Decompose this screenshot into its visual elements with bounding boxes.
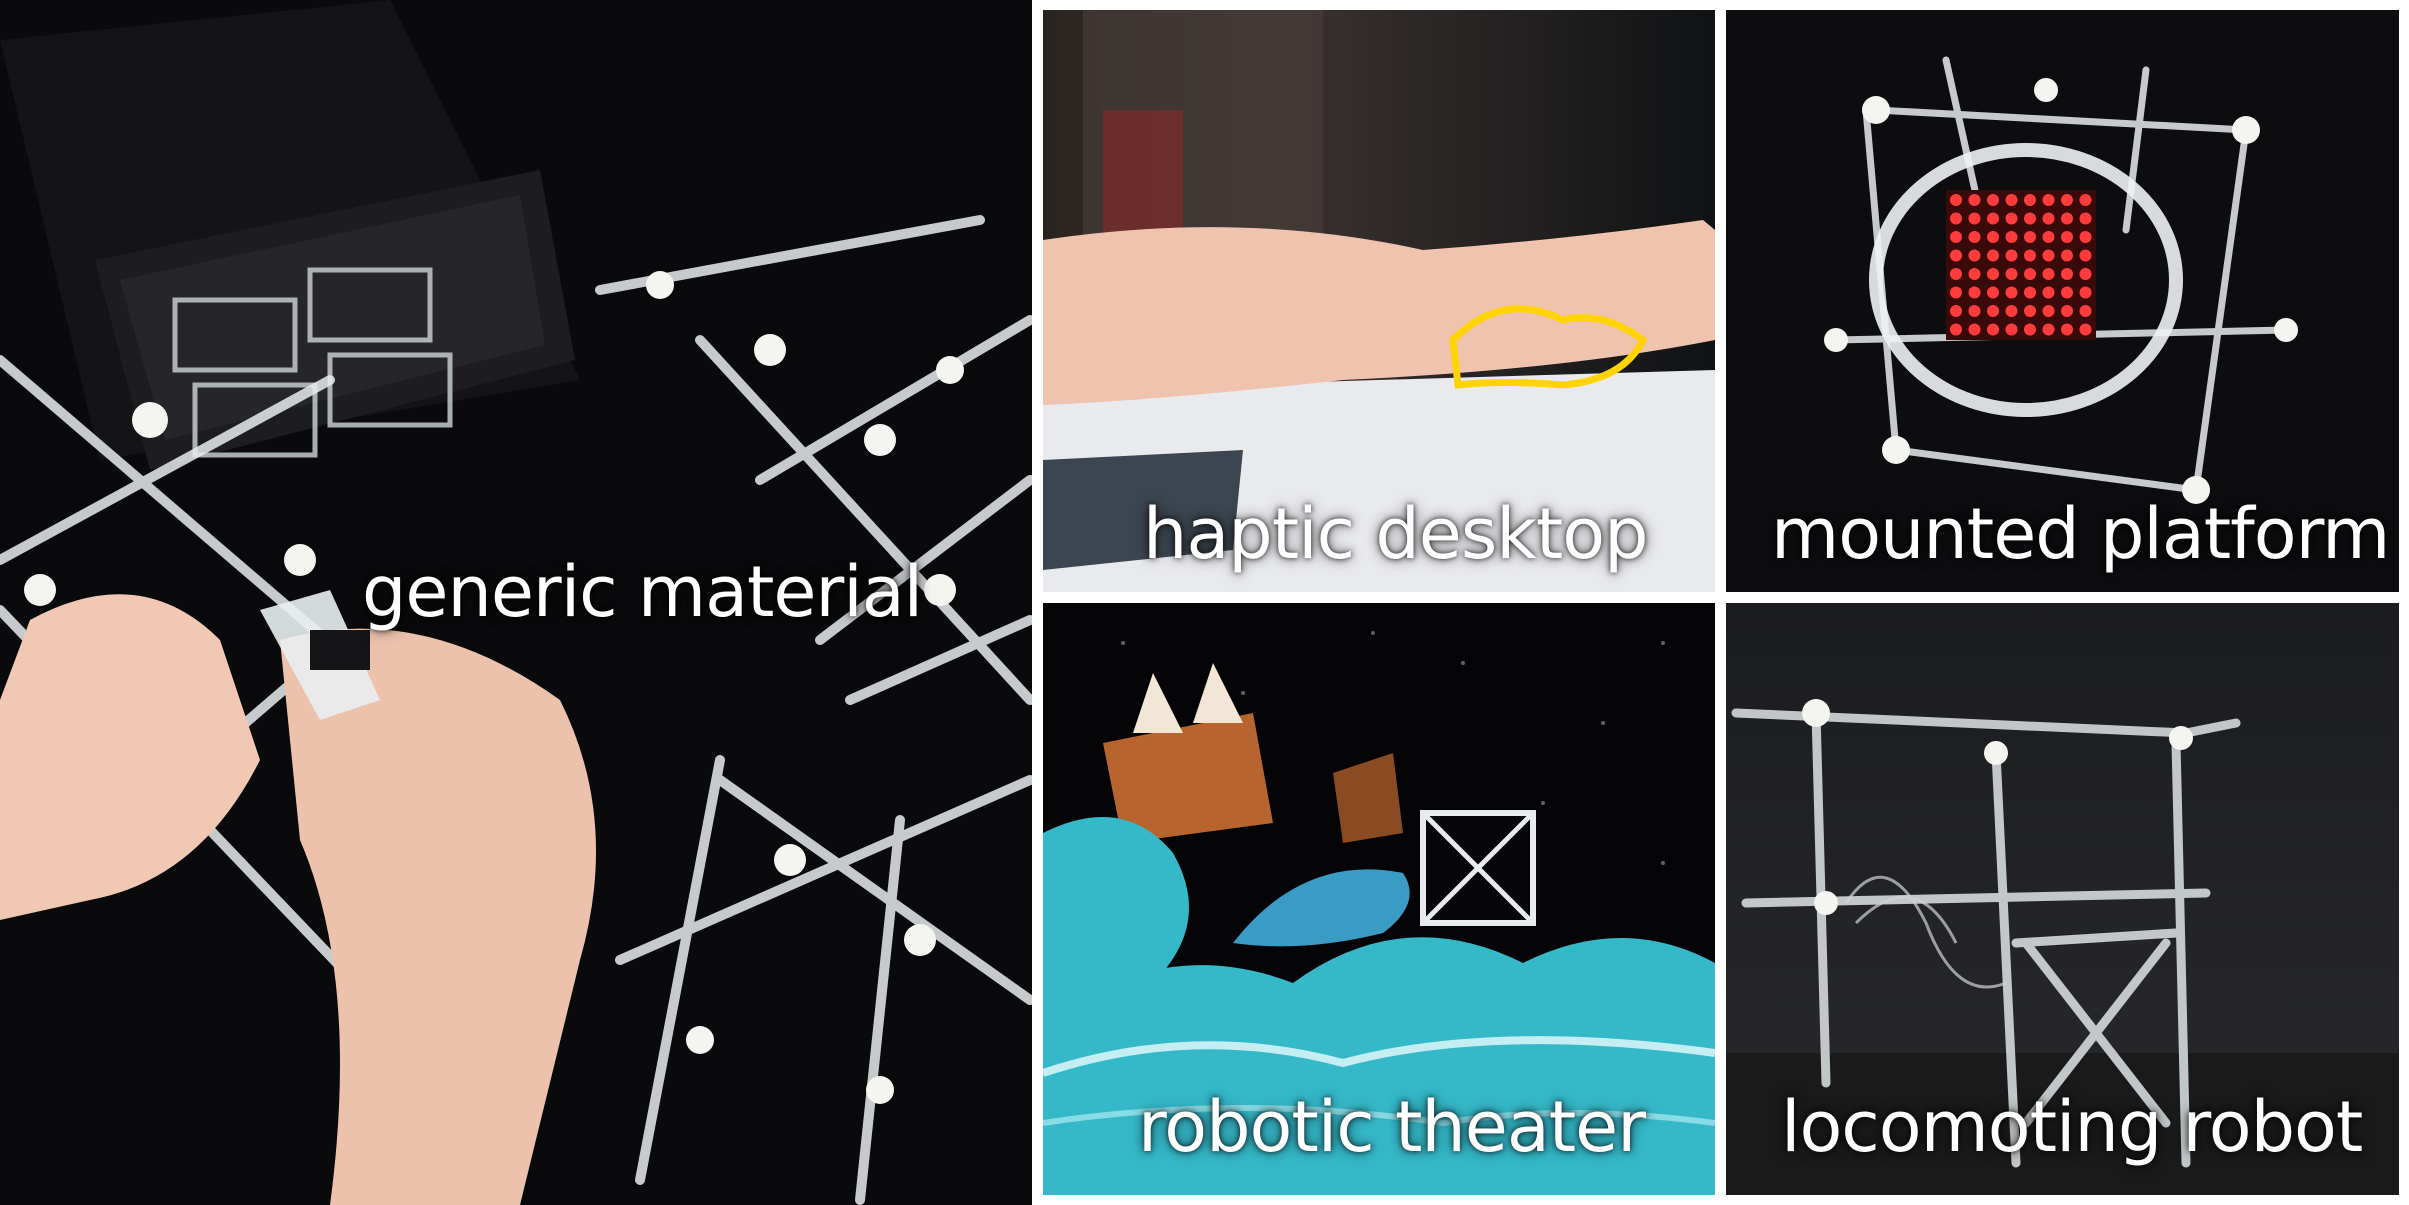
led-dot: [2042, 231, 2055, 243]
led-dot: [1987, 231, 1999, 243]
led-dot: [2005, 249, 2018, 262]
caption-generic-material: generic material: [362, 551, 923, 633]
led-dot: [2061, 268, 2073, 280]
led-dot: [2079, 231, 2092, 243]
led-dot: [2005, 231, 2018, 243]
caption-haptic-desktop: haptic desktop: [1143, 493, 1649, 575]
stars: [1121, 631, 1665, 865]
led-dot: [1950, 323, 1962, 336]
panel-haptic-desktop: haptic desktop: [1043, 10, 1715, 592]
led-dot: [1968, 249, 1981, 262]
stage-cube: [1420, 810, 1536, 926]
led-dot: [2079, 194, 2092, 206]
robot-wires: [1844, 875, 2007, 989]
led-dot: [2061, 231, 2073, 243]
led-dot: [2005, 268, 2018, 280]
box-lid: [0, 0, 580, 470]
led-dot: [2024, 286, 2036, 299]
led-dot: [1987, 194, 1999, 206]
led-dot: [2061, 286, 2073, 299]
highlight-outline: [1449, 305, 1648, 389]
led-dot: [2079, 305, 2092, 317]
caption-mounted-platform: mounted platform: [1771, 493, 2390, 575]
led-dot: [1987, 305, 1999, 317]
led-dot: [2024, 305, 2036, 317]
led-dot: [2005, 286, 2018, 299]
led-dot: [2024, 323, 2036, 336]
generic-material-photo: [0, 0, 1032, 1205]
led-dot: [2079, 286, 2092, 299]
whale: [1233, 869, 1410, 947]
led-dot: [1950, 268, 1962, 280]
led-dot: [1968, 268, 1981, 280]
haptic-desktop-photo: [1043, 10, 1715, 592]
led-dot: [2024, 268, 2036, 280]
led-dot: [2042, 268, 2055, 280]
led-dot: [1950, 231, 1962, 243]
led-dot: [2024, 249, 2036, 262]
led-dot: [2042, 323, 2055, 336]
ships: [1103, 663, 1403, 843]
led-dot: [2079, 268, 2092, 280]
led-dot: [2061, 212, 2073, 225]
platform-ring: [1869, 143, 2183, 417]
led-dot: [1968, 231, 1981, 243]
led-dot: [1950, 212, 1962, 225]
led-dot: [2061, 323, 2073, 336]
led-dot: [2079, 249, 2092, 262]
boxed-modules: [172, 267, 453, 458]
waves: [1043, 937, 1715, 1195]
panel-generic-material: generic material: [0, 0, 1032, 1205]
robot-joints: [1802, 699, 2193, 915]
led-dot: [1950, 194, 1962, 206]
led-grid: [1950, 194, 2092, 336]
led-dot: [1987, 212, 1999, 225]
caption-locomoting-robot: locomoting robot: [1781, 1086, 2363, 1168]
led-dot: [1968, 286, 1981, 299]
led-dot: [1987, 286, 1999, 299]
led-dot: [2024, 194, 2036, 206]
lattice-joints: [24, 271, 964, 1104]
hands: [0, 590, 596, 1205]
led-dot: [1987, 268, 1999, 280]
lattice-strands: [0, 215, 1032, 1205]
led-dot: [1987, 323, 1999, 336]
led-dot: [2042, 286, 2055, 299]
platform-joints: [1824, 78, 2298, 504]
led-matrix: [1946, 190, 2096, 340]
led-dot: [2005, 212, 2018, 225]
led-dot: [2079, 212, 2092, 225]
led-dot: [1968, 194, 1981, 206]
mounted-platform-photo: [1726, 10, 2399, 592]
led-dot: [2042, 212, 2055, 225]
locomoting-robot-photo: [1726, 603, 2399, 1195]
led-dot: [1968, 305, 1981, 317]
led-dot: [2024, 212, 2036, 225]
led-dot: [2005, 323, 2018, 336]
led-dot: [1987, 249, 1999, 262]
led-dot: [2042, 305, 2055, 317]
led-dot: [2042, 194, 2055, 206]
led-dot: [1950, 305, 1962, 317]
led-dot: [1968, 323, 1981, 336]
led-dot: [2061, 249, 2073, 262]
led-dot: [2061, 194, 2073, 206]
led-dot: [2005, 194, 2018, 206]
led-dot: [2061, 305, 2073, 317]
panel-locomoting-robot: locomoting robot: [1726, 603, 2399, 1195]
caption-robotic-theater: robotic theater: [1138, 1086, 1646, 1168]
led-dot: [1950, 249, 1962, 262]
panel-robotic-theater: robotic theater: [1043, 603, 1715, 1195]
robotic-theater-photo: [1043, 603, 1715, 1195]
led-dot: [2079, 323, 2092, 336]
led-dot: [1968, 212, 1981, 225]
led-dot: [2024, 231, 2036, 243]
led-dot: [2005, 305, 2018, 317]
led-dot: [2042, 249, 2055, 262]
led-dot: [1950, 286, 1962, 299]
panel-mounted-platform: mounted platform: [1726, 10, 2399, 592]
